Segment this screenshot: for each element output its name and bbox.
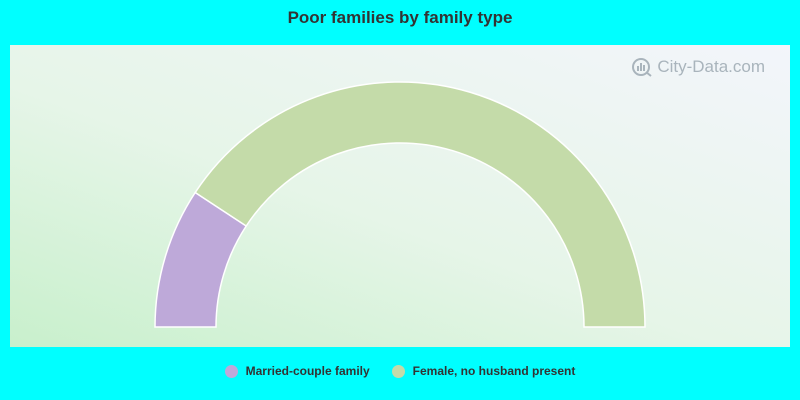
watermark: City-Data.com: [631, 57, 765, 77]
watermark-text: City-Data.com: [657, 57, 765, 76]
legend-label-married: Married-couple family: [245, 364, 370, 378]
legend-label-female: Female, no husband present: [412, 364, 576, 378]
chart-title: Poor families by family type: [287, 8, 513, 27]
legend-swatch-married: [224, 364, 238, 378]
slice-female-no-husband: [194, 81, 646, 328]
city-data-logo-icon: [632, 58, 652, 77]
legend-item-female: Female, no husband present: [391, 364, 576, 378]
legend: Married-couple family Female, no husband…: [0, 364, 800, 378]
legend-item-married: Married-couple family: [224, 364, 370, 378]
legend-swatch-female: [391, 364, 405, 378]
